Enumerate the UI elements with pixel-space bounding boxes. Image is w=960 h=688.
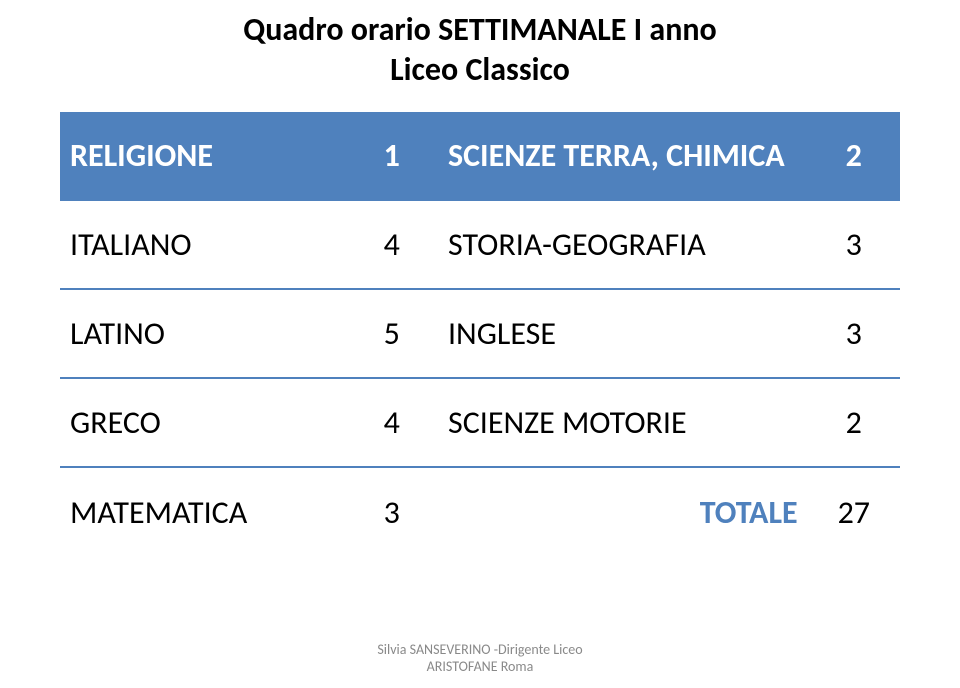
subject-cell: STORIA-GEOGRAFIA [438, 201, 808, 289]
hours-cell: 4 [346, 201, 438, 289]
title-line-1: Quadro orario SETTIMANALE I anno [243, 10, 717, 49]
hours-cell: 4 [346, 379, 438, 467]
subject-cell: SCIENZE TERRA, CHIMICA [438, 112, 808, 200]
footer-line-1: Silvia SANSEVERINO -Dirigente Liceo [377, 641, 582, 658]
subject-cell: GRECO [60, 379, 346, 467]
slide-container: Quadro orario SETTIMANALE I anno Liceo C… [0, 0, 960, 688]
hours-cell: 2 [808, 112, 900, 200]
table-row: GRECO 4 SCIENZE MOTORIE 2 [60, 379, 900, 467]
table-row: MATEMATICA 3 TOTALE 27 [60, 468, 900, 556]
subject-cell: MATEMATICA [60, 468, 346, 556]
subject-cell: INGLESE [438, 290, 808, 378]
hours-cell: 1 [346, 112, 438, 200]
table-row: RELIGIONE 1 SCIENZE TERRA, CHIMICA 2 [60, 112, 900, 200]
subject-cell: RELIGIONE [60, 112, 346, 200]
total-label-cell: TOTALE [438, 468, 808, 556]
slide-title: Quadro orario SETTIMANALE I anno Liceo C… [60, 10, 900, 90]
hours-cell: 3 [808, 201, 900, 289]
table-row: ITALIANO 4 STORIA-GEOGRAFIA 3 [60, 201, 900, 289]
table-row: LATINO 5 INGLESE 3 [60, 290, 900, 378]
hours-cell: 3 [346, 468, 438, 556]
subject-cell: SCIENZE MOTORIE [438, 379, 808, 467]
hours-cell: 3 [808, 290, 900, 378]
hours-cell: 2 [808, 379, 900, 467]
slide-footer: Silvia SANSEVERINO -Dirigente Liceo ARIS… [0, 642, 960, 676]
timetable-body: RELIGIONE 1 SCIENZE TERRA, CHIMICA 2 ITA… [60, 112, 900, 556]
footer-line-2: ARISTOFANE Roma [427, 658, 534, 675]
subject-cell: ITALIANO [60, 201, 346, 289]
subject-cell: LATINO [60, 290, 346, 378]
total-label: TOTALE [700, 493, 798, 532]
title-line-2: Liceo Classico [390, 50, 570, 89]
hours-cell: 5 [346, 290, 438, 378]
total-hours-cell: 27 [808, 468, 900, 556]
timetable: RELIGIONE 1 SCIENZE TERRA, CHIMICA 2 ITA… [60, 112, 900, 556]
